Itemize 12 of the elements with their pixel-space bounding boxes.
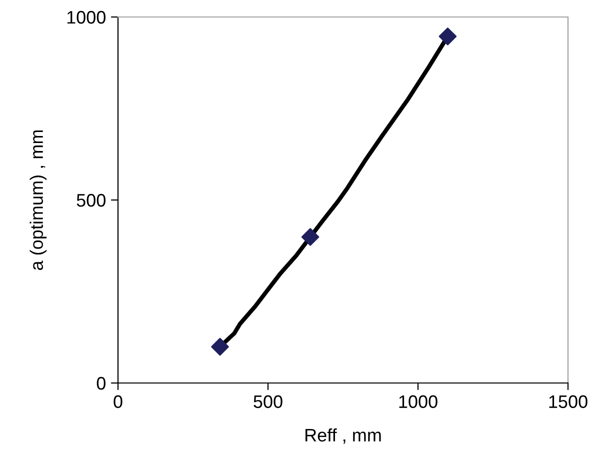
x-tick-label: 1000 xyxy=(399,395,438,408)
x-tick-label: 1500 xyxy=(549,395,588,408)
y-tick-label: 500 xyxy=(76,194,106,207)
point xyxy=(211,338,229,356)
y-tick-label: 0 xyxy=(96,376,106,390)
point xyxy=(301,228,320,246)
x-tick-label: 500 xyxy=(254,395,282,408)
y-tick-label: 1000 xyxy=(67,10,106,24)
y-axis-title: a (optimum) , mm xyxy=(30,130,47,270)
x-tick-label: 0 xyxy=(114,395,122,408)
point xyxy=(438,27,457,46)
x-axis-title: Reff , mm xyxy=(306,428,381,444)
